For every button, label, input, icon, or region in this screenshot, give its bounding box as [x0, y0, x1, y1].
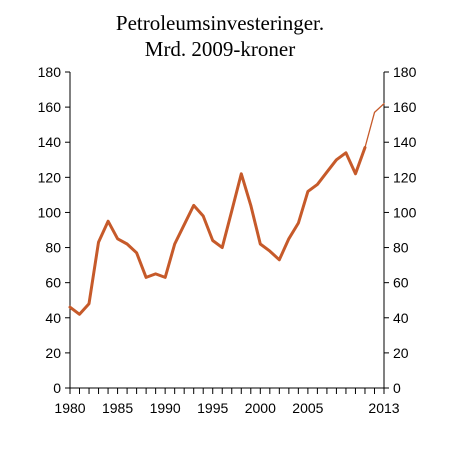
right-y-tick-label: 100 — [393, 204, 417, 220]
right-y-tick-label: 0 — [393, 380, 401, 396]
right-y-axis-ticks: 0 20 40 60 80 100 120 140 160 180 — [384, 64, 417, 396]
x-axis-ticks: 1980 1985 1990 1995 2000 2005 2013 — [54, 388, 400, 416]
left-y-axis-ticks: 0 20 40 60 80 100 120 140 160 180 — [38, 64, 70, 396]
left-y-tick-label: 140 — [38, 134, 62, 150]
right-y-tick-label: 80 — [393, 240, 409, 256]
left-y-tick-label: 100 — [38, 204, 62, 220]
left-y-tick-label: 180 — [38, 64, 62, 80]
left-y-tick-label: 160 — [38, 99, 62, 115]
x-tick-label: 1985 — [102, 400, 133, 416]
right-y-tick-label: 60 — [393, 275, 409, 291]
right-y-tick-label: 120 — [393, 169, 417, 185]
x-tick-label: 2000 — [245, 400, 276, 416]
x-tick-label: 1990 — [150, 400, 181, 416]
right-y-tick-label: 180 — [393, 64, 417, 80]
series-line-projection — [364, 102, 385, 149]
x-tick-label: 2013 — [368, 400, 399, 416]
x-tick-label: 2005 — [292, 400, 323, 416]
series-layer — [68, 102, 385, 316]
chart-title-line-1: Petroleumsinvesteringer. — [116, 11, 324, 35]
left-y-tick-label: 40 — [45, 310, 61, 326]
left-y-tick-label: 0 — [53, 380, 61, 396]
left-y-tick-label: 60 — [45, 275, 61, 291]
axes — [69, 72, 385, 389]
right-y-tick-label: 160 — [393, 99, 417, 115]
chart-title-line-2: Mrd. 2009-kroner — [145, 37, 295, 61]
x-tick-label: 1995 — [197, 400, 228, 416]
series-line-actual — [68, 146, 367, 316]
left-y-tick-label: 20 — [45, 345, 61, 361]
left-y-tick-label: 120 — [38, 169, 62, 185]
right-y-tick-label: 40 — [393, 310, 409, 326]
x-tick-label: 1980 — [54, 400, 85, 416]
right-y-tick-label: 140 — [393, 134, 417, 150]
right-y-tick-label: 20 — [393, 345, 409, 361]
left-y-tick-label: 80 — [45, 240, 61, 256]
